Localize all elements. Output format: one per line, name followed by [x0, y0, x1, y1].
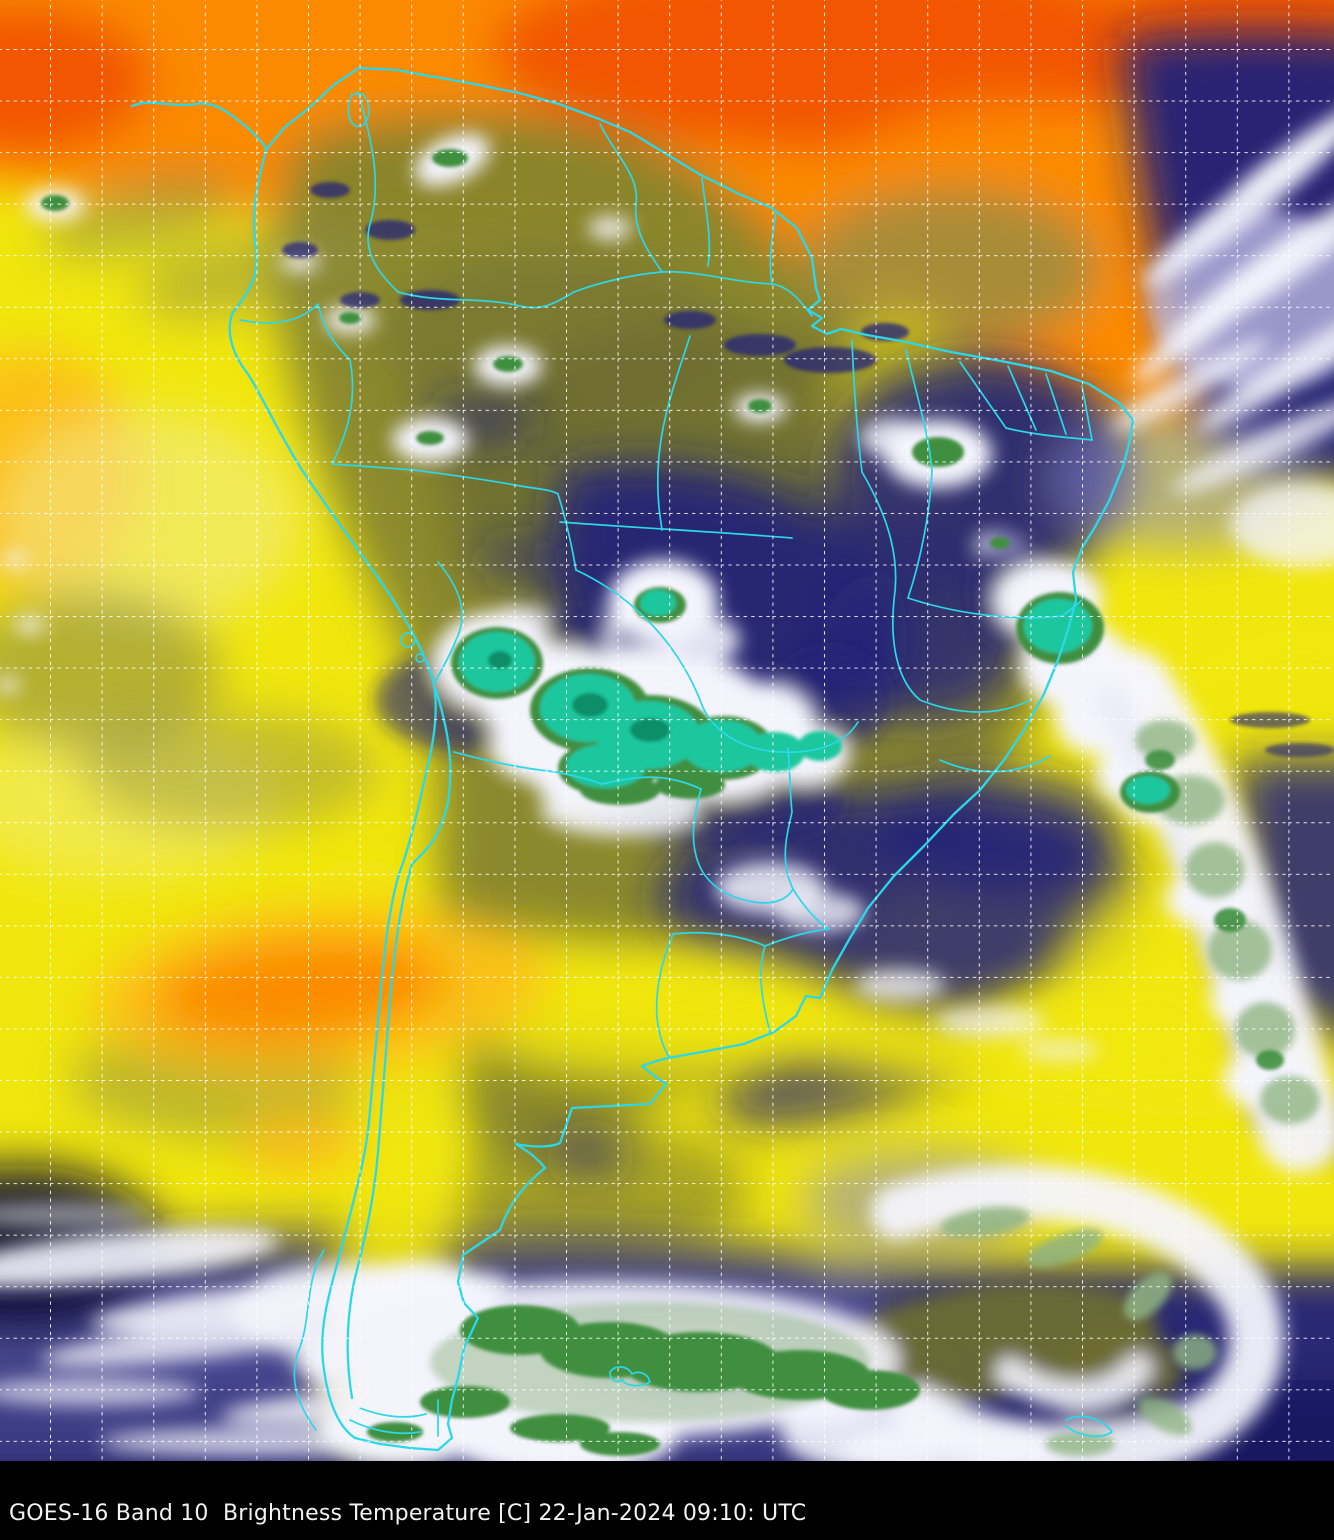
graticule [0, 0, 1334, 1461]
caption-text: GOES-16 Band 10 Brightness Temperature [… [9, 1501, 807, 1526]
satellite-map-canvas [0, 0, 1334, 1461]
caption-bar: GOES-16 Band 10 Brightness Temperature [… [0, 1461, 1334, 1540]
